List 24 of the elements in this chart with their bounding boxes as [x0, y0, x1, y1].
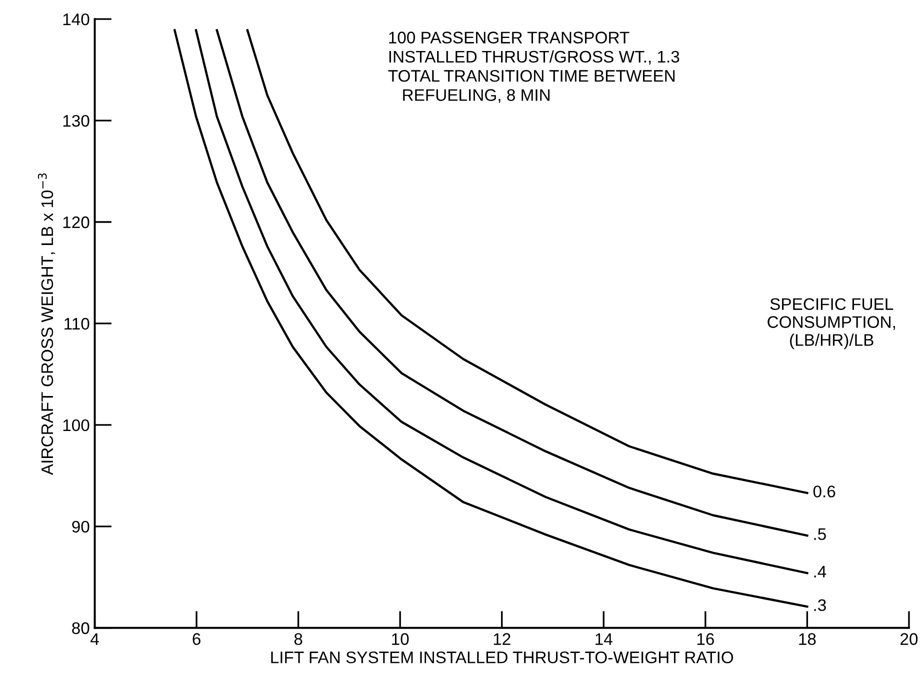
- series-label: 0.6: [813, 486, 836, 498]
- legend-title: SPECIFIC FUEL CONSUMPTION, (LB/HR)/LB: [768, 298, 895, 350]
- series-label: .5: [814, 528, 826, 540]
- x-tick-label: 10: [392, 633, 409, 645]
- y-axis-title: AIRCRAFT GROSS WEIGHT, LB x 10$^{−3}$: [38, 173, 56, 476]
- annotation: 100 PASSENGER TRANSPORT INSTALLED THRUST/GROSS WT., 1.3 TOTAL TRANSITION TIME BETWEEN REFUELING, 8 MIN: [388, 32, 680, 103]
- y-tick-label: 140: [63, 13, 90, 26]
- series-label: .3: [814, 599, 826, 612]
- y-tick-label: 100: [63, 419, 90, 432]
- x-tick-label: 8: [294, 633, 302, 645]
- y-tick-label: 130: [63, 114, 90, 127]
- x-tick-label: 16: [697, 633, 714, 645]
- x-tick-label: 12: [494, 633, 510, 645]
- series-label: .4: [814, 566, 826, 578]
- x-tick-label: 4: [90, 633, 99, 645]
- y-tick-label: 90: [72, 520, 90, 533]
- x-tick-label: 6: [192, 633, 200, 645]
- x-tick-label: 18: [799, 633, 816, 645]
- x-tick-label: 20: [900, 633, 918, 645]
- x-axis-title: LIFT FAN SYSTEM INSTALLED THRUST-TO-WEIGHT RATIO: [271, 651, 734, 664]
- x-tick-label: 14: [596, 633, 612, 645]
- y-tick-label: 120: [63, 216, 90, 228]
- y-tick-label: 80: [72, 622, 90, 634]
- y-tick-label: 110: [64, 318, 90, 330]
